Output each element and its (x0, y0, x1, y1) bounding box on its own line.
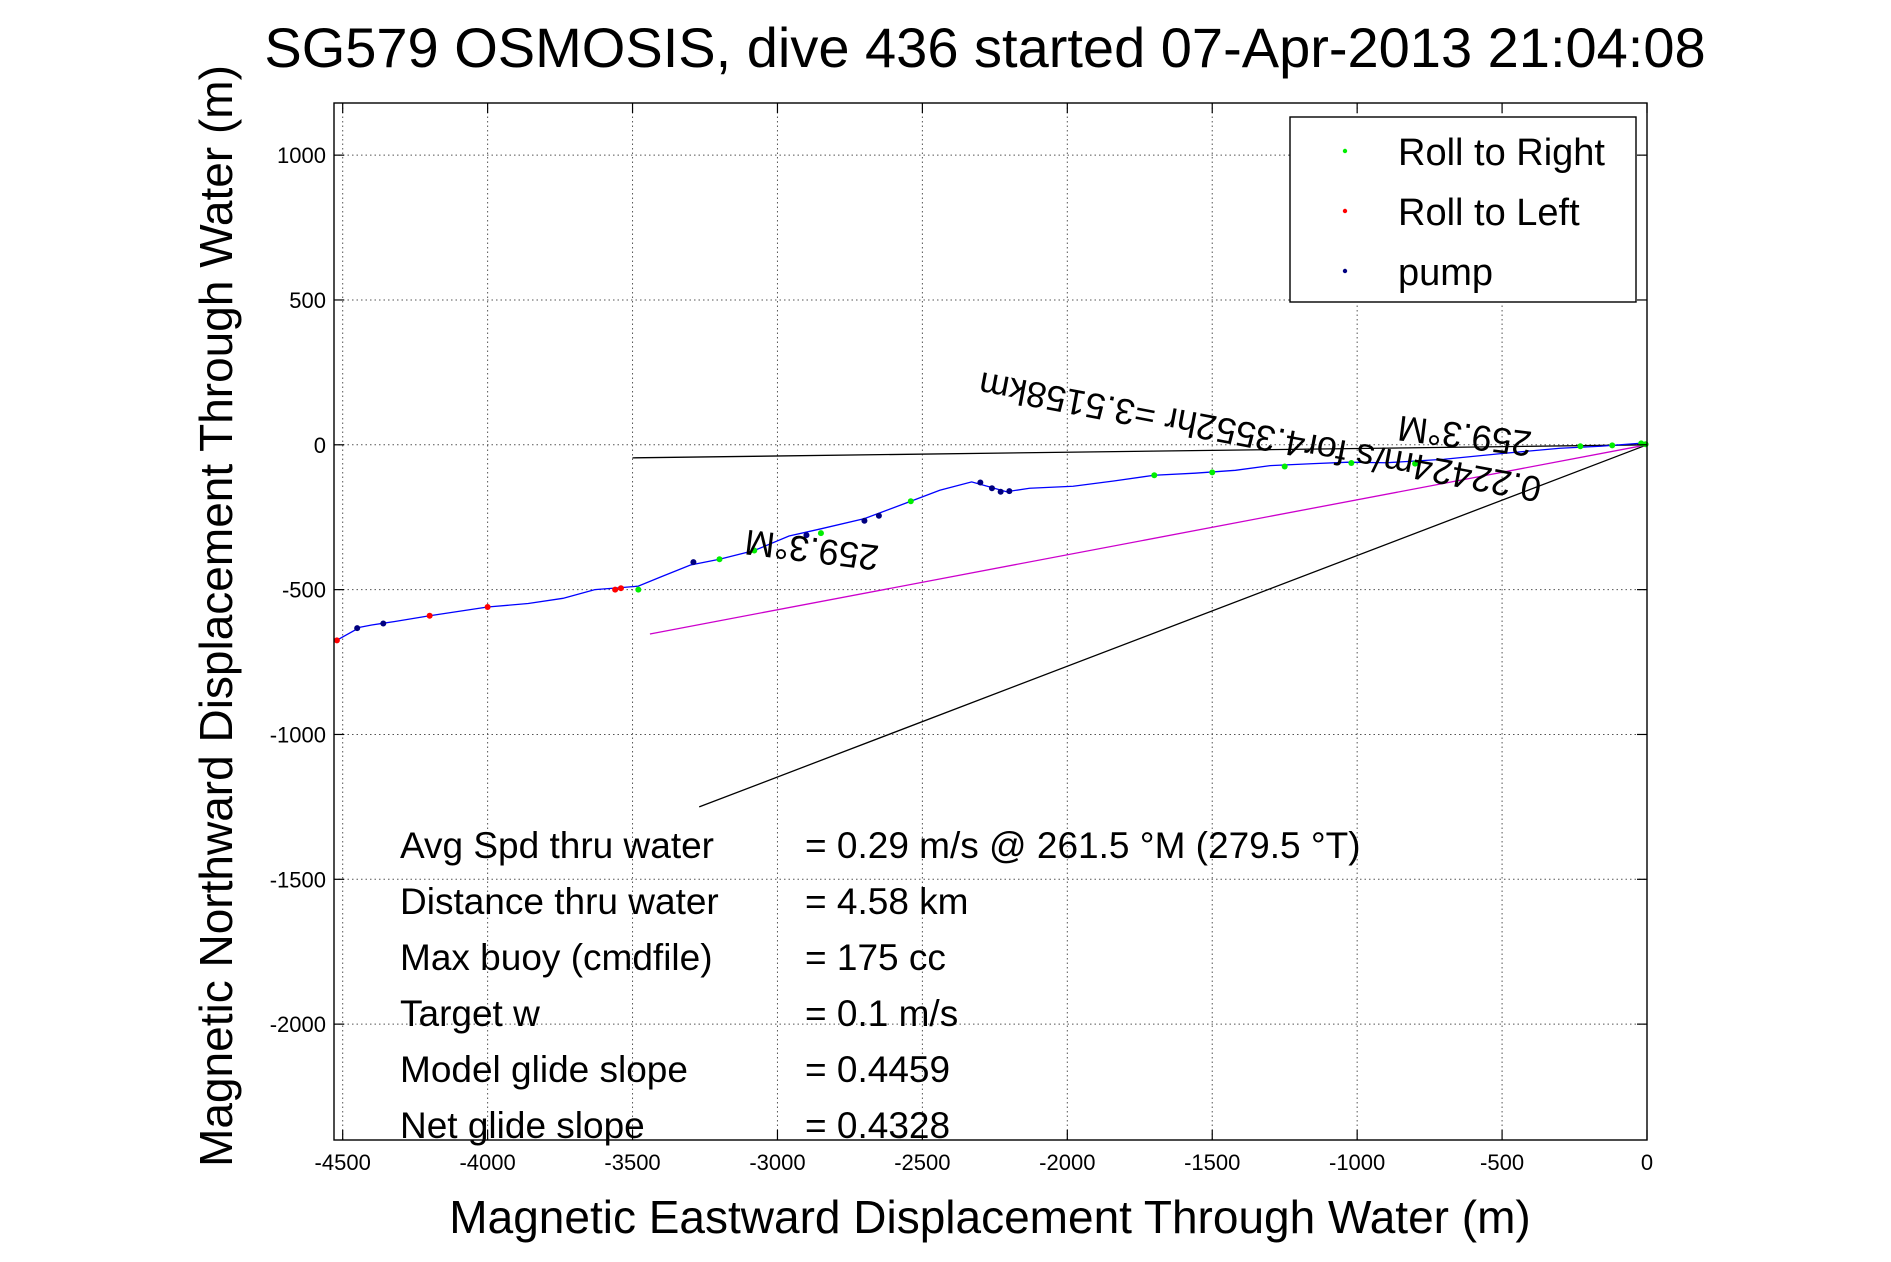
x-tick-label: -1000 (1329, 1150, 1385, 1175)
roll-right-point (1209, 469, 1216, 476)
axis-ticks: -4500 -4000 -3500 -3000 -2500 -2000 -1500 -1000… (270, 103, 1653, 1175)
pump-point (988, 485, 995, 492)
stat-value: = 0.1 m/s (805, 993, 958, 1034)
x-axis-label: Magnetic Eastward Displacement Through W… (449, 1191, 1530, 1243)
pump-point (690, 559, 697, 566)
y-tick-label: -1000 (270, 722, 326, 747)
roll-left-point (484, 604, 491, 611)
legend-marker (1342, 268, 1348, 274)
legend-marker (1342, 148, 1348, 154)
y-tick-label: 0 (314, 433, 326, 458)
pump-point (977, 479, 984, 486)
plot-series (333, 440, 1649, 808)
x-tick-label: -2000 (1039, 1150, 1095, 1175)
roll-right-point (1577, 443, 1584, 450)
x-tick-label: -4000 (459, 1150, 515, 1175)
roll-left-point (426, 612, 433, 619)
stat-label: Target w (400, 993, 540, 1034)
stat-label: Avg Spd thru water (400, 825, 714, 866)
roll-right-point (635, 586, 642, 593)
roll-right-point (716, 556, 723, 563)
x-tick-label: 0 (1641, 1150, 1653, 1175)
stat-value: = 4.58 km (805, 881, 969, 922)
plot-frame (333, 102, 1648, 1141)
pump-point (875, 512, 882, 519)
y-tick-label: -1500 (270, 867, 326, 892)
heading-annotation-2: 259.3°M (742, 522, 880, 579)
roll-right-point (1609, 442, 1616, 449)
y-tick-label: -500 (282, 578, 326, 603)
roll-right-point (751, 547, 758, 554)
legend-box (1289, 116, 1637, 303)
roll-left-point (612, 586, 619, 593)
roll-right-point (1412, 460, 1419, 467)
stat-value: = 0.4328 (805, 1105, 950, 1146)
plot-annotations: 259.3°M 259.3°M 0.22424m/s for4.3552hr =… (742, 364, 1544, 579)
glider-track-line (333, 442, 1648, 643)
y-tick-label: -2000 (270, 1012, 326, 1037)
roll-left-point (617, 585, 624, 592)
legend-marker (1342, 208, 1348, 214)
heading-line-2 (698, 444, 1648, 808)
stat-label: Model glide slope (400, 1049, 688, 1090)
pump-point (380, 620, 387, 627)
stat-value: = 0.4459 (805, 1049, 950, 1090)
chart-title: SG579 OSMOSIS, dive 436 started 07-Apr-2… (264, 16, 1705, 79)
stat-label: Distance thru water (400, 881, 719, 922)
pump-point (861, 517, 868, 524)
x-tick-label: -500 (1480, 1150, 1524, 1175)
net-displacement-line (649, 444, 1648, 635)
legend-entry: Roll to Right (1398, 132, 1605, 174)
y-axis-label: Magnetic Northward Displacement Through … (190, 65, 242, 1167)
x-tick-label: -2500 (894, 1150, 950, 1175)
roll-right-point (1151, 472, 1158, 479)
pump-point (997, 488, 1004, 495)
roll-left-point (333, 637, 340, 644)
x-tick-label: -3500 (604, 1150, 660, 1175)
x-tick-label: -1500 (1184, 1150, 1240, 1175)
pump-point (354, 625, 361, 632)
x-tick-label: -3000 (749, 1150, 805, 1175)
roll-right-point (1348, 460, 1355, 467)
legend-entry: pump (1398, 252, 1493, 294)
y-tick-label: 500 (289, 288, 326, 313)
stat-label: Max buoy (cmdfile) (400, 937, 713, 978)
legend-entry: Roll to Left (1398, 192, 1580, 234)
y-tick-label: 1000 (277, 143, 326, 168)
x-tick-label: -4500 (315, 1150, 371, 1175)
dive-statistics: Avg Spd thru water = 0.29 m/s @ 261.5 °M … (400, 825, 1361, 1146)
roll-right-point (1281, 463, 1288, 470)
legend: Roll to Right Roll to Left pump (1289, 116, 1637, 303)
roll-right-point (817, 530, 824, 537)
stat-value: = 175 cc (805, 937, 946, 978)
stat-label: Net glide slope (400, 1105, 645, 1146)
stat-value: = 0.29 m/s @ 261.5 °M (279.5 °T) (805, 825, 1361, 866)
pump-point (1006, 488, 1013, 495)
pump-point (803, 532, 810, 539)
heading-line-1 (632, 444, 1648, 459)
roll-right-point (907, 498, 914, 505)
